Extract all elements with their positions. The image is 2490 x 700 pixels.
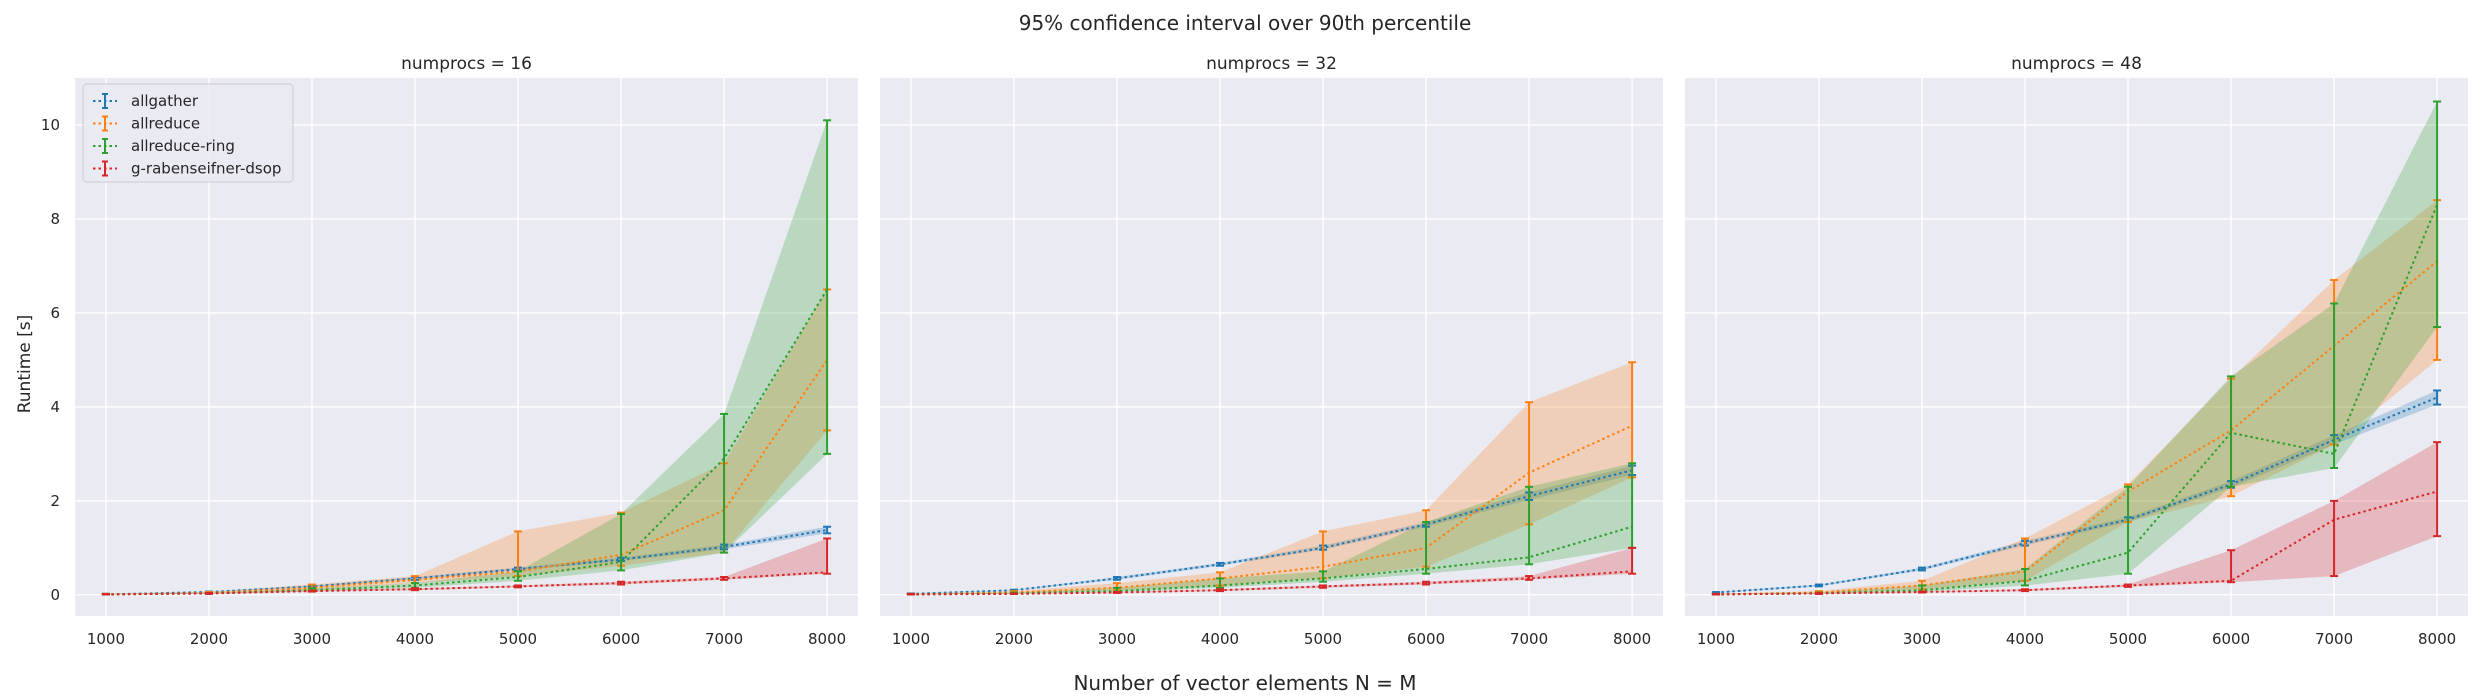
confidence-band-allreduce-ring (1715, 101, 2438, 595)
y-tick-label: 0 (50, 586, 60, 604)
confidence-band-g-rabenseifner-dsop (1715, 442, 2438, 595)
x-tick-label: 3000 (1903, 630, 1941, 648)
confidence-band-allreduce-ring (910, 463, 1633, 595)
figure-title: 95% confidence interval over 90th percen… (1019, 11, 1472, 35)
legend-item: g-rabenseifner-dsop (93, 160, 281, 178)
x-tick-label: 1000 (892, 630, 930, 648)
x-tick-label: 8000 (2418, 630, 2456, 648)
x-axis-label: Number of vector elements N = M (1073, 671, 1416, 695)
x-tick-label: 7000 (1510, 630, 1548, 648)
x-tick-label: 4000 (2006, 630, 2044, 648)
x-tick-label: 1000 (1697, 630, 1735, 648)
confidence-band-allreduce (1715, 200, 2438, 595)
panel-2: numprocs = 32 1000 2000 3000 4000 5000 6000 700… (880, 54, 1663, 648)
y-tick-label: 8 (50, 210, 60, 228)
plot-area (880, 78, 1663, 616)
y-axis-label: Runtime [s] (15, 315, 35, 414)
panel-title: numprocs = 16 (401, 54, 532, 74)
legend-label: allgather (131, 92, 199, 110)
panel-1: numprocs = 16 1000 2000 3000 4000 5000 6000 700… (41, 54, 858, 648)
y-tick-label: 6 (50, 304, 60, 322)
panel-title: numprocs = 32 (1206, 54, 1337, 74)
panel-title: numprocs = 48 (2011, 54, 2142, 74)
plot-marks (906, 361, 1637, 596)
series-line-allreduce-ring (105, 288, 828, 596)
x-tick-label: 4000 (396, 630, 434, 648)
series-line-allreduce (1715, 260, 2438, 596)
x-tick-label: 5000 (2109, 630, 2147, 648)
panels: numprocs = 16 1000 2000 3000 4000 5000 6000 700… (41, 54, 2468, 648)
x-tick-label: 6000 (2212, 630, 2250, 648)
x-tick-label: 4000 (1201, 630, 1239, 648)
panel-3: numprocs = 48 1000 2000 3000 4000 5000 6000 700… (1685, 54, 2468, 648)
legend-item: allgather (93, 92, 199, 110)
x-tick-label: 3000 (1098, 630, 1136, 648)
series-line-allgather (1715, 396, 2438, 594)
legend-label: g-rabenseifner-dsop (131, 160, 281, 178)
x-tick-label: 7000 (2315, 630, 2353, 648)
legend-item: allreduce (93, 115, 200, 133)
x-tick-label: 5000 (1304, 630, 1342, 648)
plot-marks (101, 119, 832, 596)
confidence-band-allreduce (910, 362, 1633, 595)
x-tick-label: 3000 (293, 630, 331, 648)
plot-marks (1711, 100, 2442, 596)
y-tick-label: 2 (50, 492, 60, 510)
x-tick-label: 8000 (808, 630, 846, 648)
x-tick-label: 1000 (87, 630, 125, 648)
legend-box (82, 83, 294, 183)
y-tick-label: 4 (50, 398, 60, 416)
series-line-allreduce (105, 359, 828, 596)
plot-area (1685, 78, 2468, 616)
series-line-g-rabenseifner-dsop (910, 570, 1633, 596)
x-tick-label: 8000 (1613, 630, 1651, 648)
x-tick-label: 2000 (190, 630, 228, 648)
x-tick-label: 2000 (995, 630, 1033, 648)
x-tick-label: 5000 (499, 630, 537, 648)
series-line-g-rabenseifner-dsop (105, 571, 828, 596)
legend: allgather allreduce allreduce-ring g-rabens… (82, 83, 294, 183)
confidence-band-allreduce (105, 289, 828, 595)
legend-item: allreduce-ring (93, 137, 235, 155)
x-tick-label: 7000 (705, 630, 743, 648)
legend-label: allreduce-ring (131, 137, 235, 155)
y-tick-label: 10 (41, 116, 60, 134)
x-tick-label: 2000 (1800, 630, 1838, 648)
series-line-allreduce-ring (1715, 204, 2439, 596)
legend-label: allreduce (131, 115, 200, 133)
x-tick-label: 6000 (1407, 630, 1445, 648)
x-tick-label: 6000 (602, 630, 640, 648)
